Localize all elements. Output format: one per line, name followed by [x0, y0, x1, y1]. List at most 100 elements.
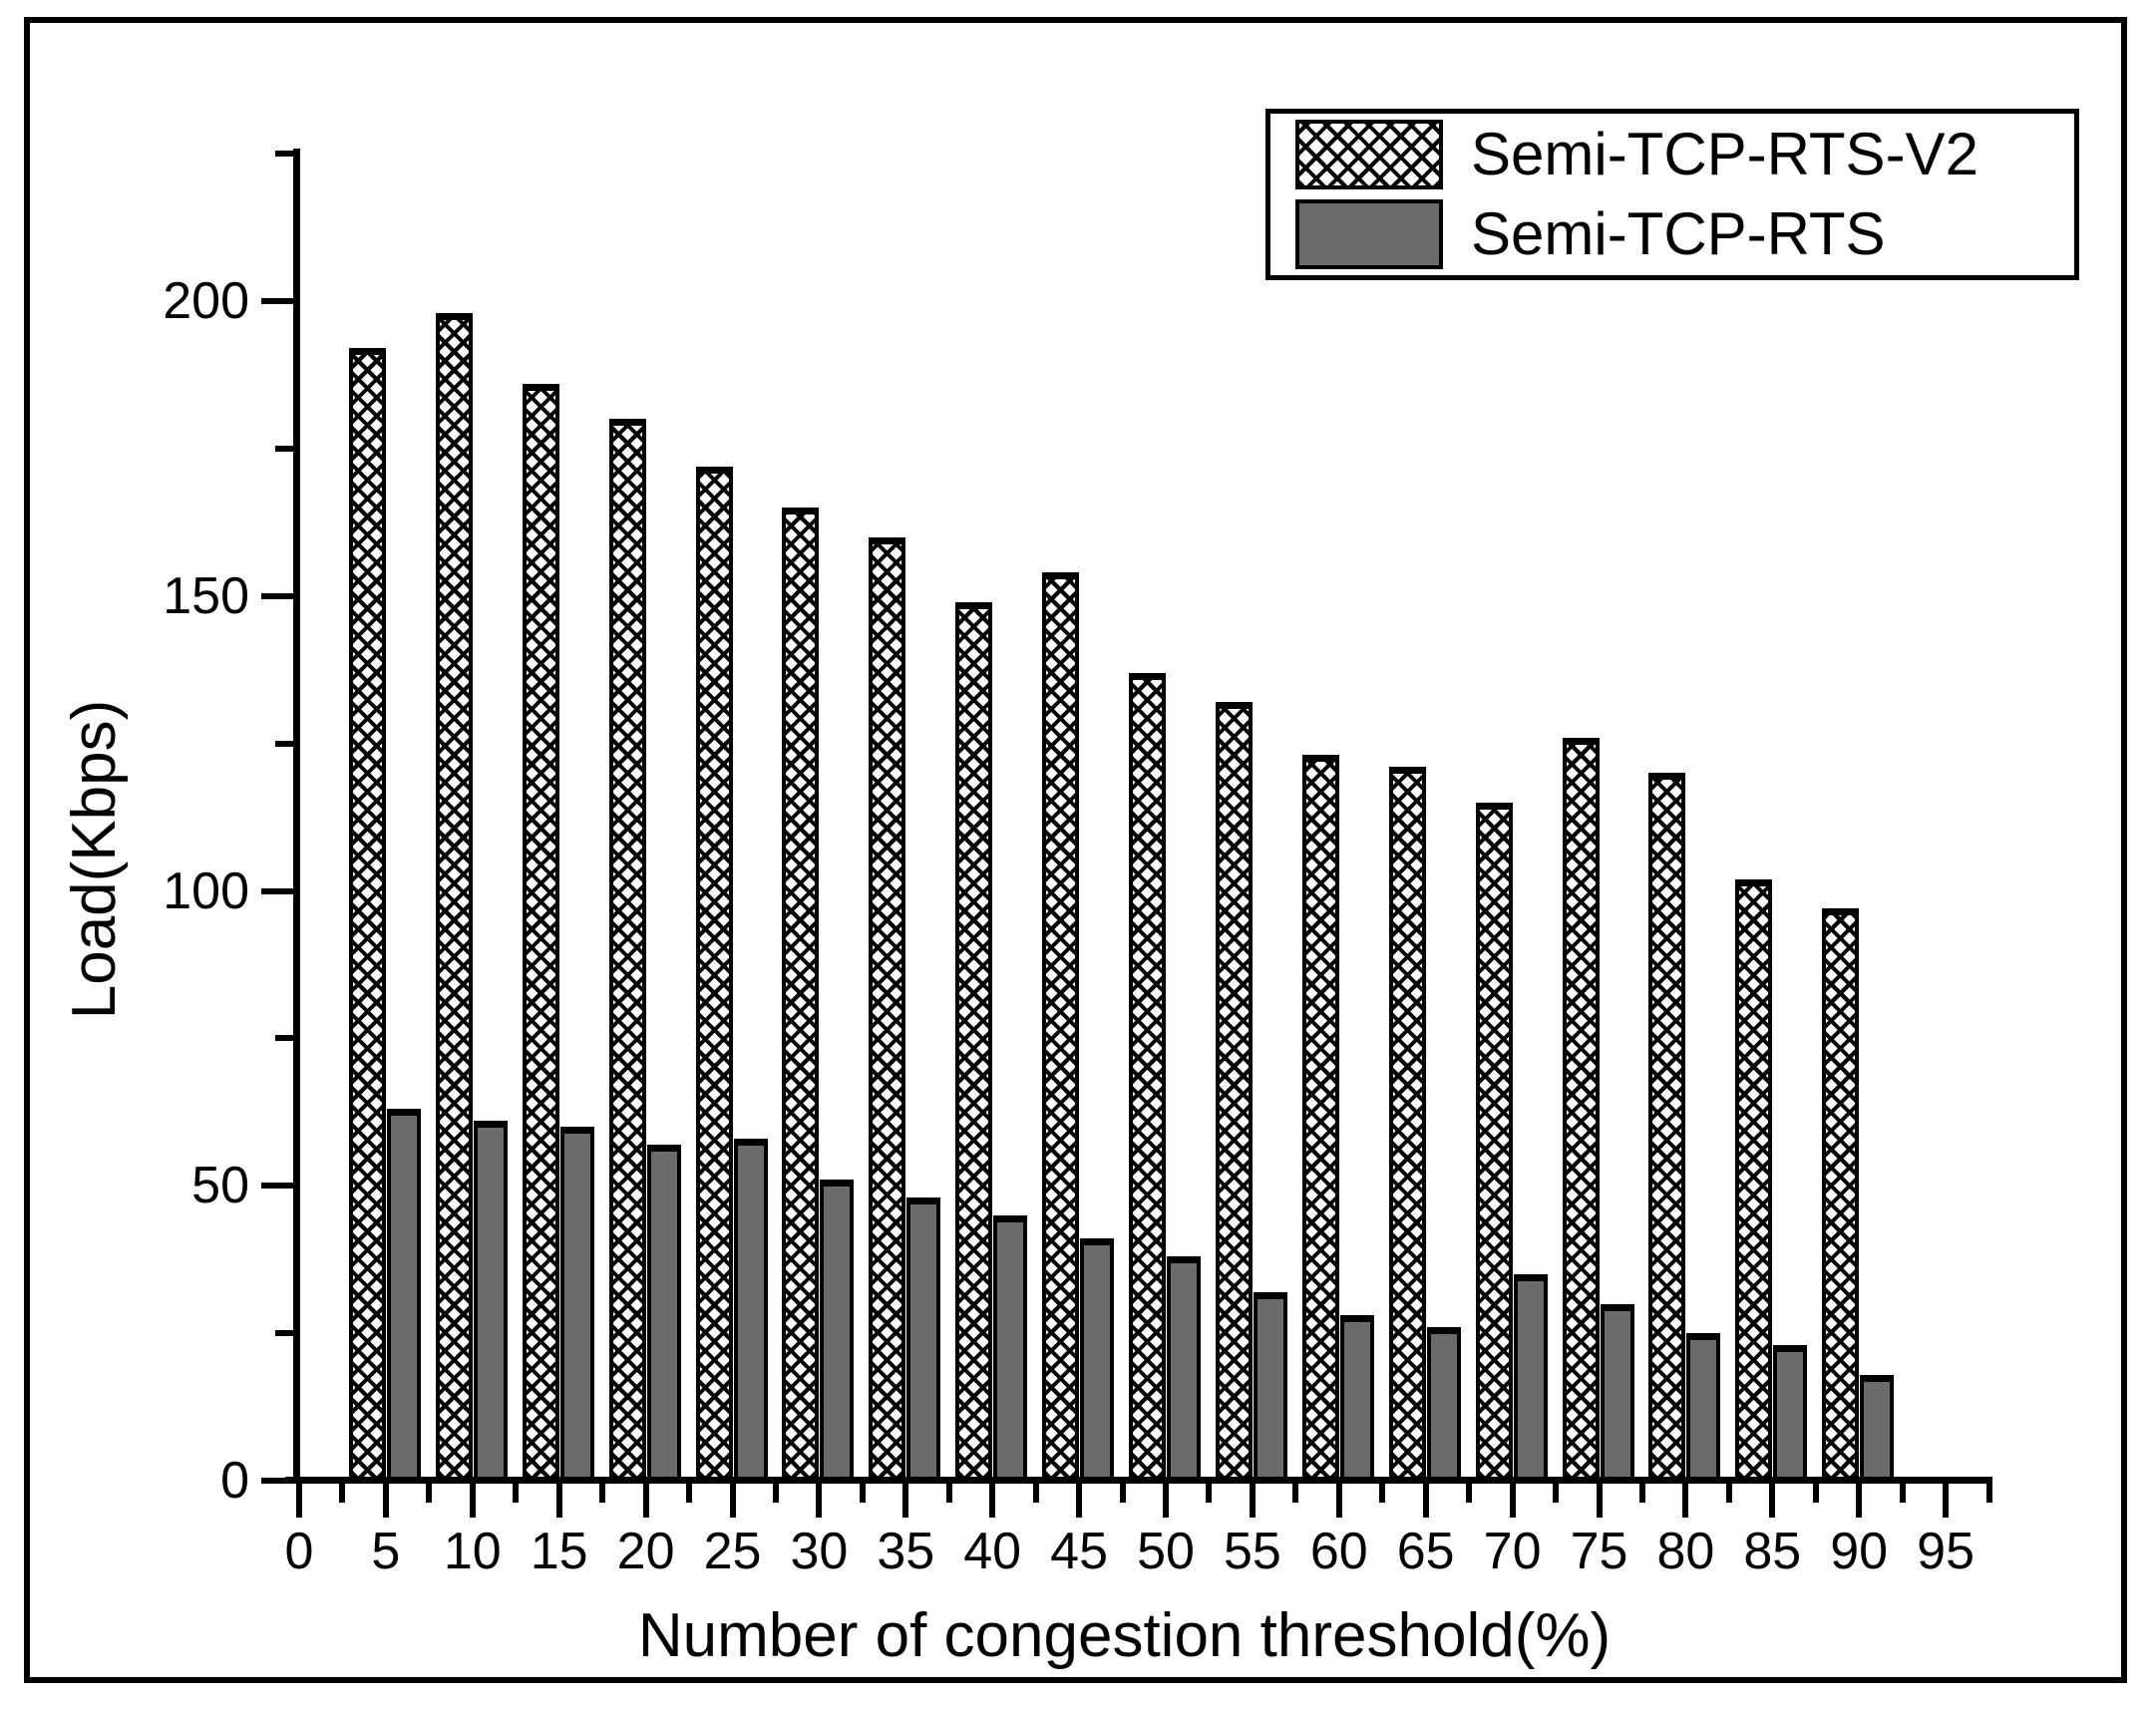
x-tick-label: 30: [790, 1523, 849, 1580]
bar-semi-tcp-rts: [1773, 1345, 1808, 1481]
x-minor-tick: [1899, 1484, 1906, 1503]
y-minor-tick: [275, 151, 293, 158]
legend: Semi-TCP-RTS-V2 Semi-TCP-RTS: [1265, 109, 2079, 280]
bar-semi-tcp-rts-v2: [1129, 673, 1166, 1481]
x-tick-label: 25: [703, 1523, 762, 1580]
y-minor-tick: [275, 1035, 293, 1042]
x-tick-label: 80: [1656, 1523, 1715, 1580]
y-tick-label: 0: [220, 1452, 249, 1510]
x-minor-tick: [1812, 1484, 1819, 1503]
bar-semi-tcp-rts-v2: [1562, 738, 1600, 1481]
x-minor-tick: [1292, 1484, 1299, 1503]
x-minor-tick: [859, 1484, 866, 1503]
y-major-tick: [261, 887, 293, 894]
y-tick-label: 100: [163, 861, 249, 920]
x-minor-tick: [1638, 1484, 1645, 1503]
bar-semi-tcp-rts-v2: [608, 419, 646, 1481]
bar-semi-tcp-rts: [1860, 1375, 1895, 1481]
bar-semi-tcp-rts: [559, 1127, 594, 1481]
x-major-tick: [1163, 1484, 1169, 1518]
x-major-tick: [1509, 1484, 1516, 1518]
y-major-tick: [261, 592, 293, 599]
y-tick-label: 50: [191, 1157, 249, 1215]
bar-semi-tcp-rts-v2: [1388, 767, 1426, 1481]
x-major-tick: [902, 1484, 909, 1518]
bar-semi-tcp-rts-v2: [1822, 908, 1860, 1481]
x-tick-label: 10: [443, 1523, 502, 1580]
y-axis-line: [293, 149, 300, 1484]
x-tick-label: 60: [1309, 1523, 1368, 1580]
bar-semi-tcp-rts-v2: [1042, 572, 1080, 1481]
x-tick-label: 65: [1396, 1523, 1455, 1580]
x-minor-tick: [686, 1484, 693, 1503]
x-tick-label: 55: [1223, 1523, 1281, 1580]
bar-semi-tcp-rts-v2: [1475, 803, 1513, 1481]
x-tick-label: 90: [1830, 1523, 1889, 1580]
x-tick-label: 75: [1570, 1523, 1628, 1580]
x-major-tick: [1249, 1484, 1256, 1518]
bar-semi-tcp-rts: [1253, 1292, 1287, 1481]
bar-semi-tcp-rts: [473, 1121, 508, 1481]
legend-label: Semi-TCP-RTS-V2: [1471, 121, 1978, 187]
x-tick-label: 20: [616, 1523, 675, 1580]
x-tick-label: 45: [1050, 1523, 1109, 1580]
bar-semi-tcp-rts-v2: [869, 537, 906, 1481]
x-minor-tick: [772, 1484, 779, 1503]
x-axis-title: Number of congestion threshold(%): [637, 1601, 1612, 1670]
bar-semi-tcp-rts-v2: [435, 313, 473, 1481]
x-major-tick: [1682, 1484, 1689, 1518]
x-major-tick: [1335, 1484, 1342, 1518]
y-major-tick: [261, 1478, 293, 1484]
bar-semi-tcp-rts: [906, 1197, 941, 1481]
bar-semi-tcp-rts-v2: [1301, 755, 1339, 1481]
y-minor-tick: [275, 445, 293, 452]
x-tick-label: 35: [877, 1523, 935, 1580]
x-minor-tick: [1206, 1484, 1213, 1503]
x-major-tick: [989, 1484, 996, 1518]
x-minor-tick: [945, 1484, 952, 1503]
x-major-tick: [1422, 1484, 1429, 1518]
y-axis-title: Load(Kbps): [60, 699, 129, 1020]
x-minor-tick: [1985, 1484, 1992, 1503]
bar-semi-tcp-rts: [733, 1139, 768, 1481]
x-major-tick: [1596, 1484, 1603, 1518]
x-tick-label: 5: [371, 1523, 401, 1580]
legend-label: Semi-TCP-RTS: [1471, 200, 1886, 267]
x-minor-tick: [1379, 1484, 1386, 1503]
x-minor-tick: [1032, 1484, 1039, 1503]
bar-semi-tcp-rts: [1513, 1274, 1548, 1481]
x-tick-label: 40: [963, 1523, 1022, 1580]
bar-semi-tcp-rts: [386, 1109, 421, 1481]
x-minor-tick: [513, 1484, 520, 1503]
bar-semi-tcp-rts-v2: [1215, 702, 1253, 1481]
x-major-tick: [469, 1484, 476, 1518]
x-major-tick: [1856, 1484, 1863, 1518]
y-minor-tick: [275, 1330, 293, 1337]
bar-semi-tcp-rts: [820, 1180, 855, 1481]
x-minor-tick: [1553, 1484, 1560, 1503]
bar-semi-tcp-rts: [1686, 1333, 1721, 1481]
legend-row: Semi-TCP-RTS-V2: [1295, 120, 2074, 189]
x-tick-label: 95: [1917, 1523, 1976, 1580]
x-major-tick: [1943, 1484, 1950, 1518]
x-major-tick: [1769, 1484, 1776, 1518]
y-major-tick: [261, 1183, 293, 1190]
legend-row: Semi-TCP-RTS: [1295, 199, 2074, 269]
x-minor-tick: [426, 1484, 433, 1503]
y-tick-label: 150: [163, 566, 249, 625]
bar-semi-tcp-rts: [993, 1215, 1028, 1481]
bar-semi-tcp-rts: [1426, 1327, 1461, 1481]
bar-semi-tcp-rts-v2: [1735, 879, 1773, 1481]
x-minor-tick: [339, 1484, 346, 1503]
bar-semi-tcp-rts-v2: [348, 348, 386, 1481]
bar-semi-tcp-rts: [1600, 1304, 1634, 1481]
x-major-tick: [296, 1484, 302, 1518]
bar-semi-tcp-rts: [1339, 1315, 1374, 1481]
bar-semi-tcp-rts-v2: [955, 602, 993, 1481]
bar-semi-tcp-rts-v2: [1648, 773, 1686, 1481]
bar-semi-tcp-rts-v2: [695, 467, 733, 1481]
x-tick-label: 0: [284, 1523, 314, 1580]
x-minor-tick: [1119, 1484, 1126, 1503]
gray-swatch: [1295, 199, 1443, 269]
